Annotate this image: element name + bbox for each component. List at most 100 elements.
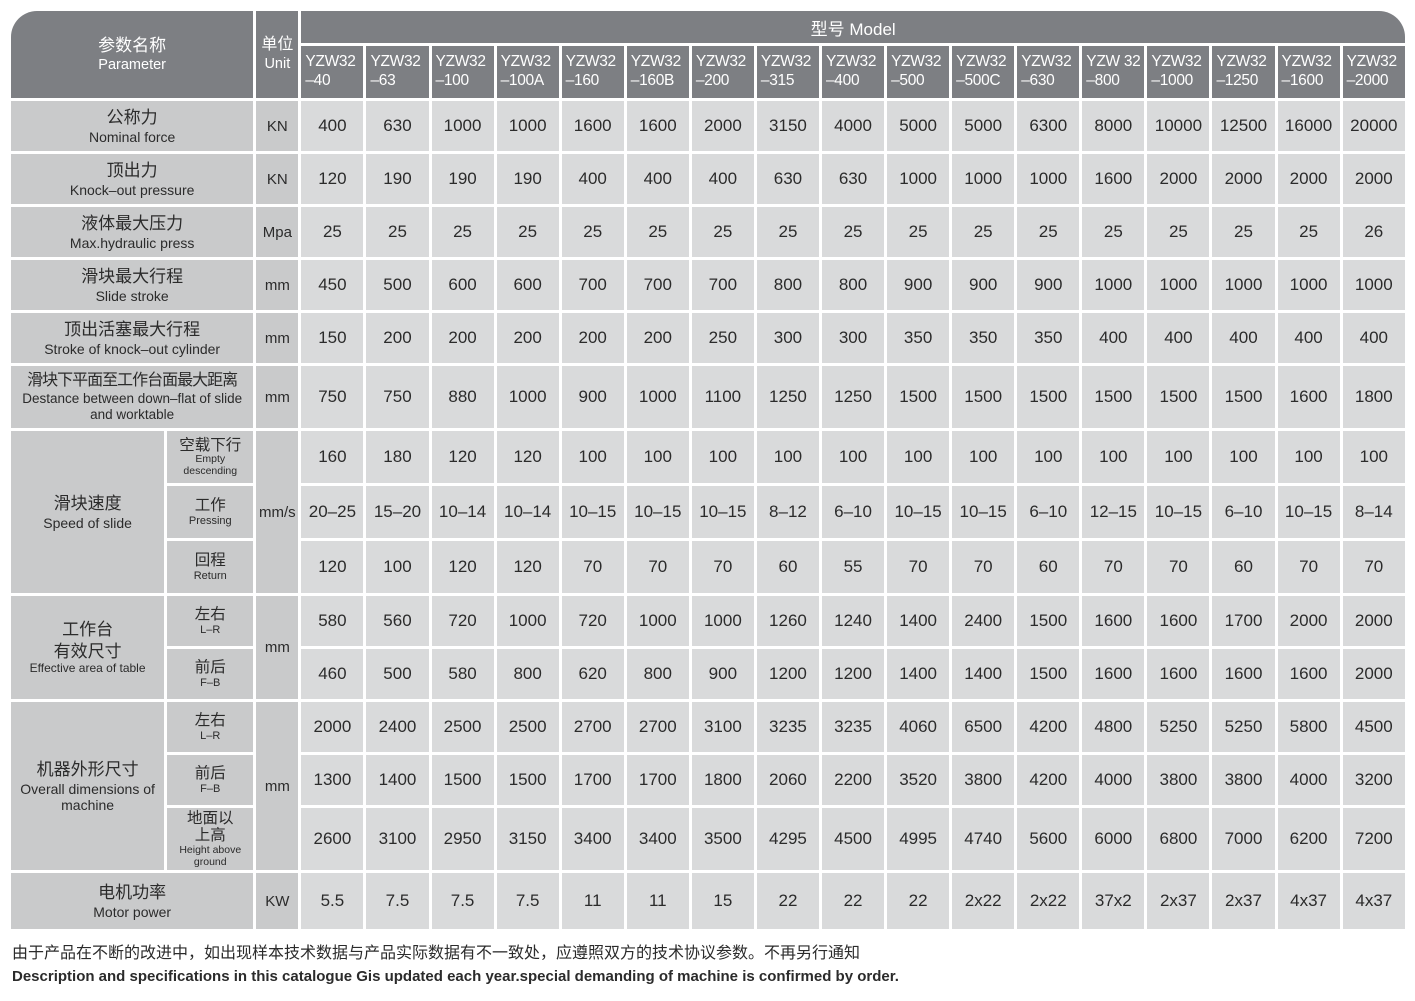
value-cell: 25: [756, 207, 819, 257]
unit-overall-dimensions: mm: [256, 702, 299, 870]
value-cell: 3500: [691, 808, 754, 870]
value-cell: 750: [366, 366, 429, 428]
value-cell: 3800: [1212, 755, 1275, 805]
value-cell: 1000: [1082, 260, 1145, 310]
value-cell: 1600: [1082, 154, 1145, 204]
value-cell: 400: [301, 101, 364, 151]
value-cell: 600: [496, 260, 559, 310]
value-cell: 500: [366, 649, 429, 699]
value-cell: 2000: [1342, 596, 1405, 646]
value-cell: 190: [431, 154, 494, 204]
value-cell: 70: [691, 541, 754, 593]
model-name-line1: YZW32: [630, 53, 681, 71]
sublabel-speed-of-slide-2: 回程 Return: [167, 541, 254, 593]
value-cell: 1600: [1147, 596, 1210, 646]
label-en: Motor power: [93, 903, 172, 920]
label-en: L–R: [200, 729, 221, 742]
value-cell: 22: [887, 873, 950, 929]
value-cell: 1000: [496, 596, 559, 646]
model-name-line1: YZW32: [435, 53, 486, 71]
model-name-line1: YZW32: [956, 53, 1007, 71]
value-cell: 2x37: [1147, 873, 1210, 929]
label-zh: 左右: [194, 606, 226, 624]
value-cell: 20–25: [301, 486, 364, 538]
model-name-line2: –630: [1021, 72, 1055, 89]
value-cell: 2000: [1212, 154, 1275, 204]
model-col-40: YZW32 –40: [301, 46, 364, 98]
value-cell: 630: [366, 101, 429, 151]
value-cell: 2000: [691, 101, 754, 151]
model-name-line1: YZW32: [1216, 53, 1267, 71]
value-cell: 120: [496, 541, 559, 593]
value-cell: 4800: [1082, 702, 1145, 752]
value-cell: 1500: [431, 755, 494, 805]
value-cell: 1000: [1147, 260, 1210, 310]
parameter-header-en: Parameter: [98, 57, 166, 74]
group-label-overall-dimensions: 机器外形尺寸 Overall dimensions of machine: [11, 702, 165, 870]
value-cell: 100: [366, 541, 429, 593]
row-slide-stroke: 滑块最大行程 Slide stroke mm 450 500 600 600 700 700 70…: [11, 260, 1405, 310]
value-cell: 4000: [821, 101, 885, 151]
value-cell: 400: [1277, 313, 1340, 363]
unit-header-en: Unit: [264, 56, 291, 73]
value-cell: 1250: [756, 366, 819, 428]
label-nominal-force: 公称力 Nominal force: [11, 101, 254, 151]
model-group-header: 型号 Model: [301, 11, 1405, 43]
value-cell: 1500: [1017, 649, 1080, 699]
value-cell: 6000: [1082, 808, 1145, 870]
model-name-line1: YZW32: [565, 53, 616, 71]
model-col-160: YZW32 –160: [561, 46, 624, 98]
value-cell: 1500: [887, 366, 950, 428]
value-cell: 11: [561, 873, 624, 929]
value-cell: 200: [431, 313, 494, 363]
value-cell: 1800: [1342, 366, 1405, 428]
label-slide-worktable-distance: 滑块下平面至工作台面最大距离 Destance between down–flat…: [11, 366, 254, 428]
value-cell: 720: [561, 596, 624, 646]
value-cell: 15: [691, 873, 754, 929]
model-name-line1: YZW32: [500, 53, 551, 71]
value-cell: 620: [561, 649, 624, 699]
value-cell: 3235: [756, 702, 819, 752]
value-cell: 100: [756, 431, 819, 483]
value-cell: 2500: [496, 702, 559, 752]
model-col-63: YZW32 –63: [366, 46, 429, 98]
value-cell: 1600: [1212, 649, 1275, 699]
label-en: Pressing: [188, 514, 232, 527]
value-cell: 2x22: [952, 873, 1015, 929]
value-cell: 10–15: [952, 486, 1015, 538]
value-cell: 400: [626, 154, 689, 204]
value-cell: 900: [887, 260, 950, 310]
row-table-effective-area-sub-0: 工作台 有效尺寸 Effective area of table 左右 L–R mm 58…: [11, 596, 1405, 699]
value-cell: 6800: [1147, 808, 1210, 870]
model-name-line2: –800: [1086, 72, 1120, 89]
value-cell: 1260: [756, 596, 819, 646]
label-en: Speed of slide: [43, 514, 132, 531]
value-cell: 25: [821, 207, 885, 257]
value-cell: 100: [1082, 431, 1145, 483]
value-cell: 1600: [1277, 366, 1340, 428]
value-cell: 190: [366, 154, 429, 204]
label-motor-power: 电机功率 Motor power: [11, 873, 254, 929]
model-name-line2: –1600: [1281, 72, 1324, 89]
value-cell: 750: [301, 366, 364, 428]
sublabel-table-effective-area-1: 前后 F–B: [167, 649, 254, 699]
value-cell: 4500: [1342, 702, 1405, 752]
value-cell: 4000: [1277, 755, 1340, 805]
value-cell: 5250: [1212, 702, 1275, 752]
value-cell: 3200: [1342, 755, 1405, 805]
value-cell: 1400: [887, 649, 950, 699]
value-cell: 100: [691, 431, 754, 483]
label-en: Return: [193, 569, 227, 582]
label-en: F–B: [200, 676, 221, 689]
value-cell: 400: [1082, 313, 1145, 363]
unit-slide-stroke: mm: [256, 260, 299, 310]
value-cell: 25: [366, 207, 429, 257]
value-cell: 1600: [1147, 649, 1210, 699]
unit-slide-worktable-distance: mm: [256, 366, 299, 428]
model-name-line2: –315: [760, 72, 795, 89]
value-cell: 25: [1147, 207, 1210, 257]
value-cell: 2000: [1277, 154, 1340, 204]
row-table-effective-area-sub-1: 前后 F–B 460 500 580 800 620 800 900 1200 1200 1400 14…: [11, 649, 1405, 699]
value-cell: 3800: [1147, 755, 1210, 805]
value-cell: 2000: [1342, 649, 1405, 699]
